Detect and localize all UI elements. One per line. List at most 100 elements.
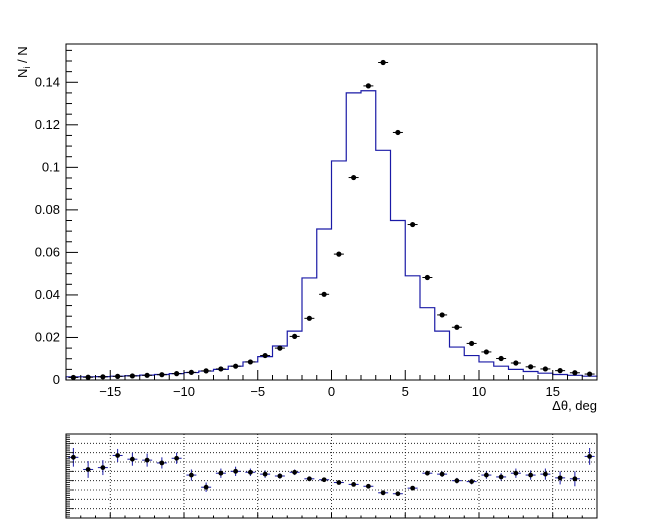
data-point xyxy=(321,291,327,297)
ratio-point xyxy=(454,478,460,484)
data-point xyxy=(100,374,106,380)
data-point xyxy=(70,374,76,381)
data-point xyxy=(218,366,224,372)
y-tick-label: 0.02 xyxy=(35,329,60,344)
y-axis-title-main: N xyxy=(15,69,30,78)
data-point xyxy=(365,83,371,89)
data-point xyxy=(498,355,504,362)
data-point xyxy=(572,370,578,376)
y-axis-title: Ni / N xyxy=(15,46,32,78)
main-data-points xyxy=(68,59,595,381)
data-point xyxy=(557,368,563,374)
ratio-data-points xyxy=(68,448,595,497)
x-axis-title: Δθ, deg xyxy=(552,398,597,413)
x-tick-label: 0 xyxy=(328,384,335,399)
data-point xyxy=(174,371,180,377)
ratio-point xyxy=(439,471,445,477)
data-point xyxy=(233,363,239,369)
ratio-point xyxy=(292,469,298,475)
ratio-point xyxy=(262,471,268,477)
y-tick-label: 0.1 xyxy=(42,159,60,174)
data-point xyxy=(262,352,268,359)
x-tick-label: −15 xyxy=(99,384,121,399)
data-point xyxy=(336,251,342,257)
ratio-point xyxy=(498,474,504,480)
ratio-point xyxy=(247,469,253,475)
ratio-point xyxy=(557,475,563,481)
data-point xyxy=(85,374,91,380)
y-tick-label: 0.04 xyxy=(35,287,60,302)
ratio-point xyxy=(174,455,180,461)
ratio-point xyxy=(203,484,209,490)
ratio-point xyxy=(336,480,342,485)
data-point xyxy=(351,174,357,181)
x-tick-label: −5 xyxy=(250,384,265,399)
data-point xyxy=(292,333,298,340)
data-point xyxy=(528,364,534,370)
ratio-point xyxy=(218,470,224,476)
ratio-point xyxy=(395,491,401,497)
ratio-point xyxy=(233,468,239,474)
data-point xyxy=(188,369,194,375)
ratio-point xyxy=(424,470,430,476)
data-point xyxy=(277,345,283,351)
y-tick-label: 0.08 xyxy=(35,202,60,217)
ratio-point xyxy=(85,467,91,472)
data-point xyxy=(395,129,401,136)
ratio-point xyxy=(144,457,150,463)
data-point xyxy=(513,360,519,366)
histogram-line xyxy=(65,90,598,380)
data-point xyxy=(159,372,165,378)
x-tick-label: −10 xyxy=(173,384,195,399)
ratio-point xyxy=(572,476,578,482)
y-axis-title-tail: / N xyxy=(15,46,30,66)
data-point xyxy=(247,359,253,365)
x-tick-label: 5 xyxy=(402,384,409,399)
data-point xyxy=(380,59,386,66)
ratio-axes xyxy=(65,433,598,519)
data-point xyxy=(306,315,312,321)
data-point xyxy=(542,366,548,372)
ratio-point xyxy=(351,482,357,487)
ratio-point xyxy=(587,454,593,459)
data-point xyxy=(144,372,150,378)
ratio-grid xyxy=(66,434,597,519)
ratio-point xyxy=(528,472,534,478)
ratio-point xyxy=(542,471,548,477)
y-tick-label: 0 xyxy=(53,372,60,387)
y-tick-label: 0.06 xyxy=(35,244,60,259)
ratio-point xyxy=(277,473,283,479)
ratio-point xyxy=(365,483,371,489)
main-histogram xyxy=(65,90,598,380)
main-axes: −15 −10 −5 0 5 10 15 0 0.02 0.04 0.06 0.08 0.1 0.12 0.… xyxy=(35,49,598,399)
ratio-point xyxy=(513,470,519,476)
x-tick-label: 10 xyxy=(472,384,486,399)
data-point xyxy=(483,349,489,355)
y-tick-label: 0.14 xyxy=(35,74,60,89)
data-point xyxy=(129,373,135,379)
ratio-point xyxy=(159,460,165,466)
ratio-point xyxy=(410,485,416,491)
y-axis-title-sub: i xyxy=(22,67,32,69)
ratio-point xyxy=(129,456,135,462)
data-point xyxy=(439,312,445,318)
ratio-point xyxy=(100,465,106,470)
x-tick-label: 15 xyxy=(546,384,560,399)
ratio-point xyxy=(115,453,121,458)
data-point xyxy=(410,221,416,228)
y-tick-label: 0.12 xyxy=(35,117,60,132)
data-point xyxy=(424,274,430,281)
ratio-point xyxy=(306,476,312,482)
data-point xyxy=(587,371,593,377)
ratio-point xyxy=(380,490,386,496)
ratio-point xyxy=(469,479,475,484)
ratio-point xyxy=(70,454,76,460)
ratio-point xyxy=(321,477,327,483)
data-point xyxy=(454,324,460,330)
ratio-point xyxy=(483,472,489,478)
data-point xyxy=(469,340,475,347)
ratio-point xyxy=(188,472,194,478)
data-point xyxy=(115,373,121,379)
data-point xyxy=(203,368,209,374)
